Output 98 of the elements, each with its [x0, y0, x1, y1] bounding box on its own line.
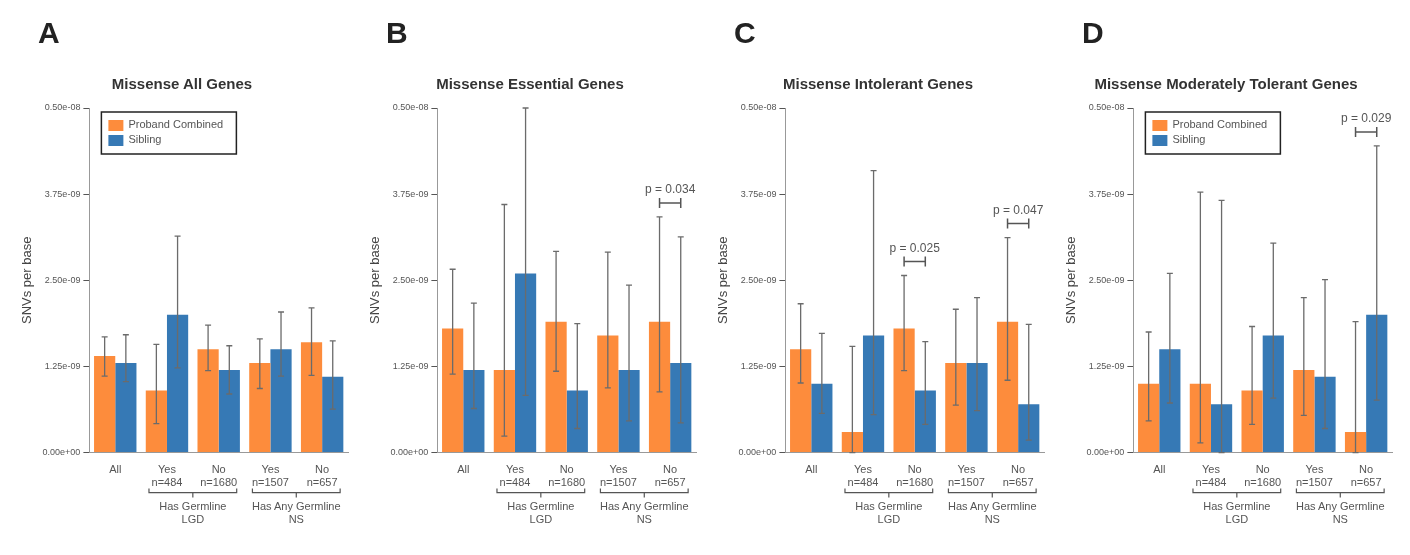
bar [442, 328, 464, 453]
x-tick-label: Yes n=1507 [1295, 463, 1333, 489]
x-tick-label: Yes n=484 [1195, 463, 1227, 489]
legend-label: Sibling [128, 133, 162, 146]
bar [914, 390, 936, 453]
y-tick-label: 0.00e+00 [738, 447, 777, 458]
bar [1159, 349, 1181, 453]
y-tick-label: 0.00e+00 [390, 447, 429, 458]
bar [1210, 404, 1233, 453]
y-tick-label: 0.50e-08 [1088, 102, 1125, 113]
x-tick-label: Yes n=484 [151, 463, 183, 489]
y-axis-title: SNVs per base [367, 236, 383, 325]
chart-title: Missense Intolerant Genes [782, 75, 974, 93]
text: Has Any Germline NS [1295, 500, 1385, 526]
x-tick-label: Yes n=484 [499, 463, 531, 489]
chart-title: Missense All Genes [111, 75, 253, 93]
x-tick-label: Yes n=484 [847, 463, 879, 489]
legend-label: Sibling [1172, 133, 1206, 146]
y-tick-label: 2.50e-09 [44, 274, 81, 285]
y-tick-label: 3.75e-09 [740, 188, 777, 199]
annotation: p = 0.034 [644, 182, 696, 197]
y-tick-label: 2.50e-09 [740, 274, 777, 285]
bar [1366, 314, 1388, 453]
annotation: p = 0.029 [1340, 111, 1392, 126]
x-tick-label: No n=1680 [200, 463, 238, 489]
x-tick-label: Yes n=1507 [251, 463, 289, 489]
y-tick-label: 3.75e-09 [1088, 188, 1125, 199]
x-tick-label: All [1153, 463, 1166, 476]
bar [493, 369, 515, 453]
y-tick-label: 3.75e-09 [44, 188, 81, 199]
bar [1293, 369, 1315, 453]
x-tick-label: No n=657 [654, 463, 686, 489]
annotation: p = 0.025 [889, 240, 941, 255]
chart-title: Missense Essential Genes [436, 75, 624, 93]
bar [1241, 390, 1263, 453]
bar [514, 273, 537, 453]
text: Has Germline LGD [159, 500, 227, 526]
bar [463, 369, 485, 453]
x-tick-label: All [805, 463, 818, 476]
bar [1189, 383, 1211, 453]
y-tick-label: 0.50e-08 [44, 102, 81, 113]
bar [945, 363, 967, 453]
bar [893, 328, 915, 453]
bar [811, 383, 833, 453]
chart-title: Missense Moderately Tolerant Genes [1094, 75, 1358, 93]
y-tick-label: 0.50e-08 [740, 102, 777, 113]
bar [1314, 376, 1336, 453]
x-tick-label: All [109, 463, 122, 476]
y-tick-label: 0.50e-08 [392, 102, 429, 113]
x-tick-label: All [457, 463, 470, 476]
y-tick-label: 2.50e-09 [392, 274, 429, 285]
bar [597, 335, 619, 453]
text: Has Any Germline NS [251, 500, 341, 526]
x-tick-label: Yes n=1507 [599, 463, 637, 489]
legend-label: Proband Combined [1172, 118, 1268, 131]
legend-label: Proband Combined [128, 118, 224, 131]
bar [545, 321, 567, 453]
bar [670, 363, 692, 453]
bar [966, 363, 988, 453]
annotation: p = 0.047 [992, 202, 1044, 217]
x-tick-label: No n=657 [1002, 463, 1034, 489]
y-axis-title: SNVs per base [715, 236, 731, 325]
y-axis-title: SNVs per base [1063, 236, 1079, 325]
bar [1344, 431, 1367, 453]
text: Has Germline LGD [855, 500, 923, 526]
bar [566, 390, 588, 453]
x-tick-label: Yes n=1507 [947, 463, 985, 489]
text: Has Germline LGD [507, 500, 575, 526]
text: B [386, 16, 408, 50]
y-tick-label: 2.50e-09 [1088, 274, 1125, 285]
bar [996, 321, 1019, 453]
y-tick-label: 1.25e-09 [392, 360, 429, 371]
y-tick-label: 0.00e+00 [1086, 447, 1125, 458]
y-tick-label: 1.25e-09 [1088, 360, 1125, 371]
x-tick-label: No n=1680 [548, 463, 586, 489]
text: C [734, 16, 756, 50]
text: Has Germline LGD [1203, 500, 1271, 526]
y-tick-label: 1.25e-09 [44, 360, 81, 371]
x-tick-label: No n=657 [306, 463, 338, 489]
x-tick-label: No n=1680 [896, 463, 934, 489]
bar [1262, 335, 1284, 453]
bar [841, 431, 863, 453]
bar [1018, 404, 1040, 453]
x-tick-label: No n=1680 [1244, 463, 1282, 489]
y-axis-title: SNVs per base [19, 236, 35, 325]
bar [1138, 383, 1160, 453]
bar [790, 349, 812, 453]
text: A [38, 16, 60, 50]
bar [862, 335, 885, 453]
x-tick-label: No n=657 [1350, 463, 1382, 489]
bar [618, 369, 640, 453]
text: Has Any Germline NS [947, 500, 1037, 526]
y-tick-label: 3.75e-09 [392, 188, 429, 199]
text: D [1082, 16, 1104, 50]
text: Has Any Germline NS [599, 500, 689, 526]
y-tick-label: 0.00e+00 [42, 447, 81, 458]
y-tick-label: 1.25e-09 [740, 360, 777, 371]
bar [648, 321, 671, 453]
